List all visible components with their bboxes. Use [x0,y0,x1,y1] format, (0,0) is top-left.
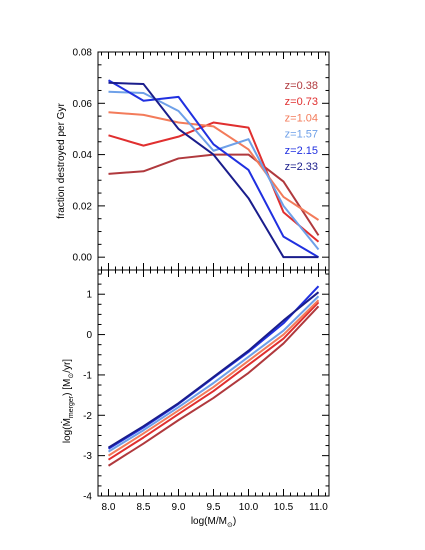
series-line [108,111,320,221]
top-y-axis-label: fraction destroyed per Gyr [56,103,67,219]
bottom-panel: -4 -3 -2 -1 0 1 8.0 8.5 9.0 9.5 10.0 10.5 11.0 log(… [56,269,330,529]
ylabel-unit: /yr] [62,359,73,373]
bottom-tick-marks [98,270,329,497]
x-tick-label: 8.5 [137,502,151,513]
ylabel-prefix: log( [62,426,73,443]
legend-entry: z=2.15 [285,145,318,157]
x-axis-label: log(M/M⊙) [191,516,236,529]
y-tick-label: 0 [86,330,92,341]
ylabel-subscript: merger [68,395,75,418]
xlabel-main: log(M/M [191,516,227,527]
y-tick-label: 0.02 [73,201,93,212]
y-tick-label: -4 [83,492,92,503]
y-tick-label: -1 [83,370,92,381]
legend-entry: z=1.04 [285,112,318,124]
bottom-y-tick-labels: -4 -3 -2 -1 0 1 [83,290,92,503]
series-line [108,90,320,251]
xlabel-close: ) [233,516,236,527]
legend-entry: z=2.33 [285,161,318,173]
x-tick-label: 9.5 [207,502,221,513]
series-line [107,79,320,259]
series-line [107,301,320,461]
series-line [107,285,320,450]
y-tick-label: 0.00 [73,253,93,264]
x-tick-labels: 8.0 8.5 9.0 9.5 10.0 10.5 11.0 [102,502,329,513]
x-tick-label: 8.0 [102,502,116,513]
series-line [108,121,320,243]
ylabel-middle: ) [M [62,379,73,396]
top-panel: 0.000.020.040.060.08 z=0.38z=0.73z=1.04z… [56,48,330,271]
y-tick-label: 1 [86,290,92,301]
legend-entry: z=0.38 [285,80,318,92]
series-line [107,305,320,467]
x-tick-label: 10.5 [274,502,294,513]
x-tick-label: 11.0 [309,502,328,513]
series-line [107,295,320,453]
legend-entry: z=0.73 [285,96,318,108]
bottom-y-axis-label: log(Mmerger) [M⊙/yr] [62,359,75,443]
y-tick-label: 0.08 [73,48,93,59]
xlabel-sun-symbol: ⊙ [227,522,233,529]
ylabel-sun-symbol: ⊙ [68,373,75,379]
y-tick-label: 0.06 [73,99,93,110]
series-line [108,81,319,259]
x-tick-label: 9.0 [172,502,186,513]
bottom-series-lines [107,285,320,467]
legend: z=0.38 z=0.73 z=1.04 z=1.57 z=2.15 z=2.33 [285,80,318,173]
y-tick-label: -3 [83,451,92,462]
series-line [107,291,320,449]
top-tick-marks [98,51,329,271]
x-tick-label: 10.0 [239,502,259,513]
ylabel-mdot: M [62,418,73,426]
top-series-lines [107,79,320,259]
y-tick-label: -2 [83,411,92,422]
ylabel-mdot-dot: · [56,421,67,424]
legend-entry: z=1.57 [285,129,318,141]
top-y-tick-labels: 0.00 0.02 0.04 0.06 0.08 [73,48,93,264]
series-line [107,299,320,457]
y-tick-label: 0.04 [73,150,93,161]
